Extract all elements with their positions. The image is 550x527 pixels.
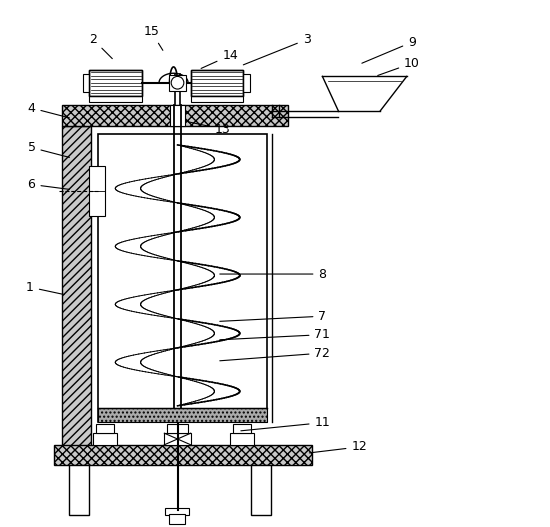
Text: 8: 8 — [220, 268, 327, 280]
Bar — [191, 70, 244, 96]
Text: 9: 9 — [362, 36, 416, 63]
Bar — [244, 74, 250, 92]
Bar — [62, 126, 91, 458]
Text: 13: 13 — [188, 122, 230, 135]
Text: 10: 10 — [378, 57, 420, 75]
Bar — [93, 433, 117, 445]
Text: 1: 1 — [26, 281, 64, 295]
Bar — [230, 433, 254, 445]
Bar — [166, 508, 189, 515]
Bar — [62, 105, 288, 126]
Bar — [90, 70, 142, 96]
Bar — [90, 70, 142, 96]
Bar — [191, 96, 244, 102]
Bar — [164, 433, 191, 445]
Text: 4: 4 — [28, 102, 69, 118]
Bar — [83, 74, 90, 92]
Bar — [191, 70, 244, 96]
Bar — [167, 424, 188, 433]
Text: 2: 2 — [89, 33, 112, 58]
Text: 3: 3 — [243, 33, 311, 65]
Text: 14: 14 — [201, 49, 238, 69]
Text: 11: 11 — [241, 416, 331, 431]
Text: 6: 6 — [28, 178, 69, 191]
Bar — [98, 134, 267, 422]
Bar — [90, 166, 105, 216]
Text: 12: 12 — [310, 441, 367, 453]
Bar — [54, 445, 312, 465]
Bar — [168, 514, 185, 524]
Text: 15: 15 — [143, 25, 163, 51]
Bar — [69, 465, 90, 515]
Text: 7: 7 — [220, 310, 327, 323]
Text: 72: 72 — [220, 347, 331, 361]
Bar — [98, 408, 267, 422]
Text: 5: 5 — [28, 141, 69, 158]
Bar — [90, 96, 142, 102]
Bar — [96, 424, 114, 433]
Text: 71: 71 — [220, 328, 331, 341]
Bar — [251, 465, 271, 515]
Bar — [233, 424, 251, 433]
Bar — [169, 105, 185, 126]
Bar — [169, 75, 186, 91]
